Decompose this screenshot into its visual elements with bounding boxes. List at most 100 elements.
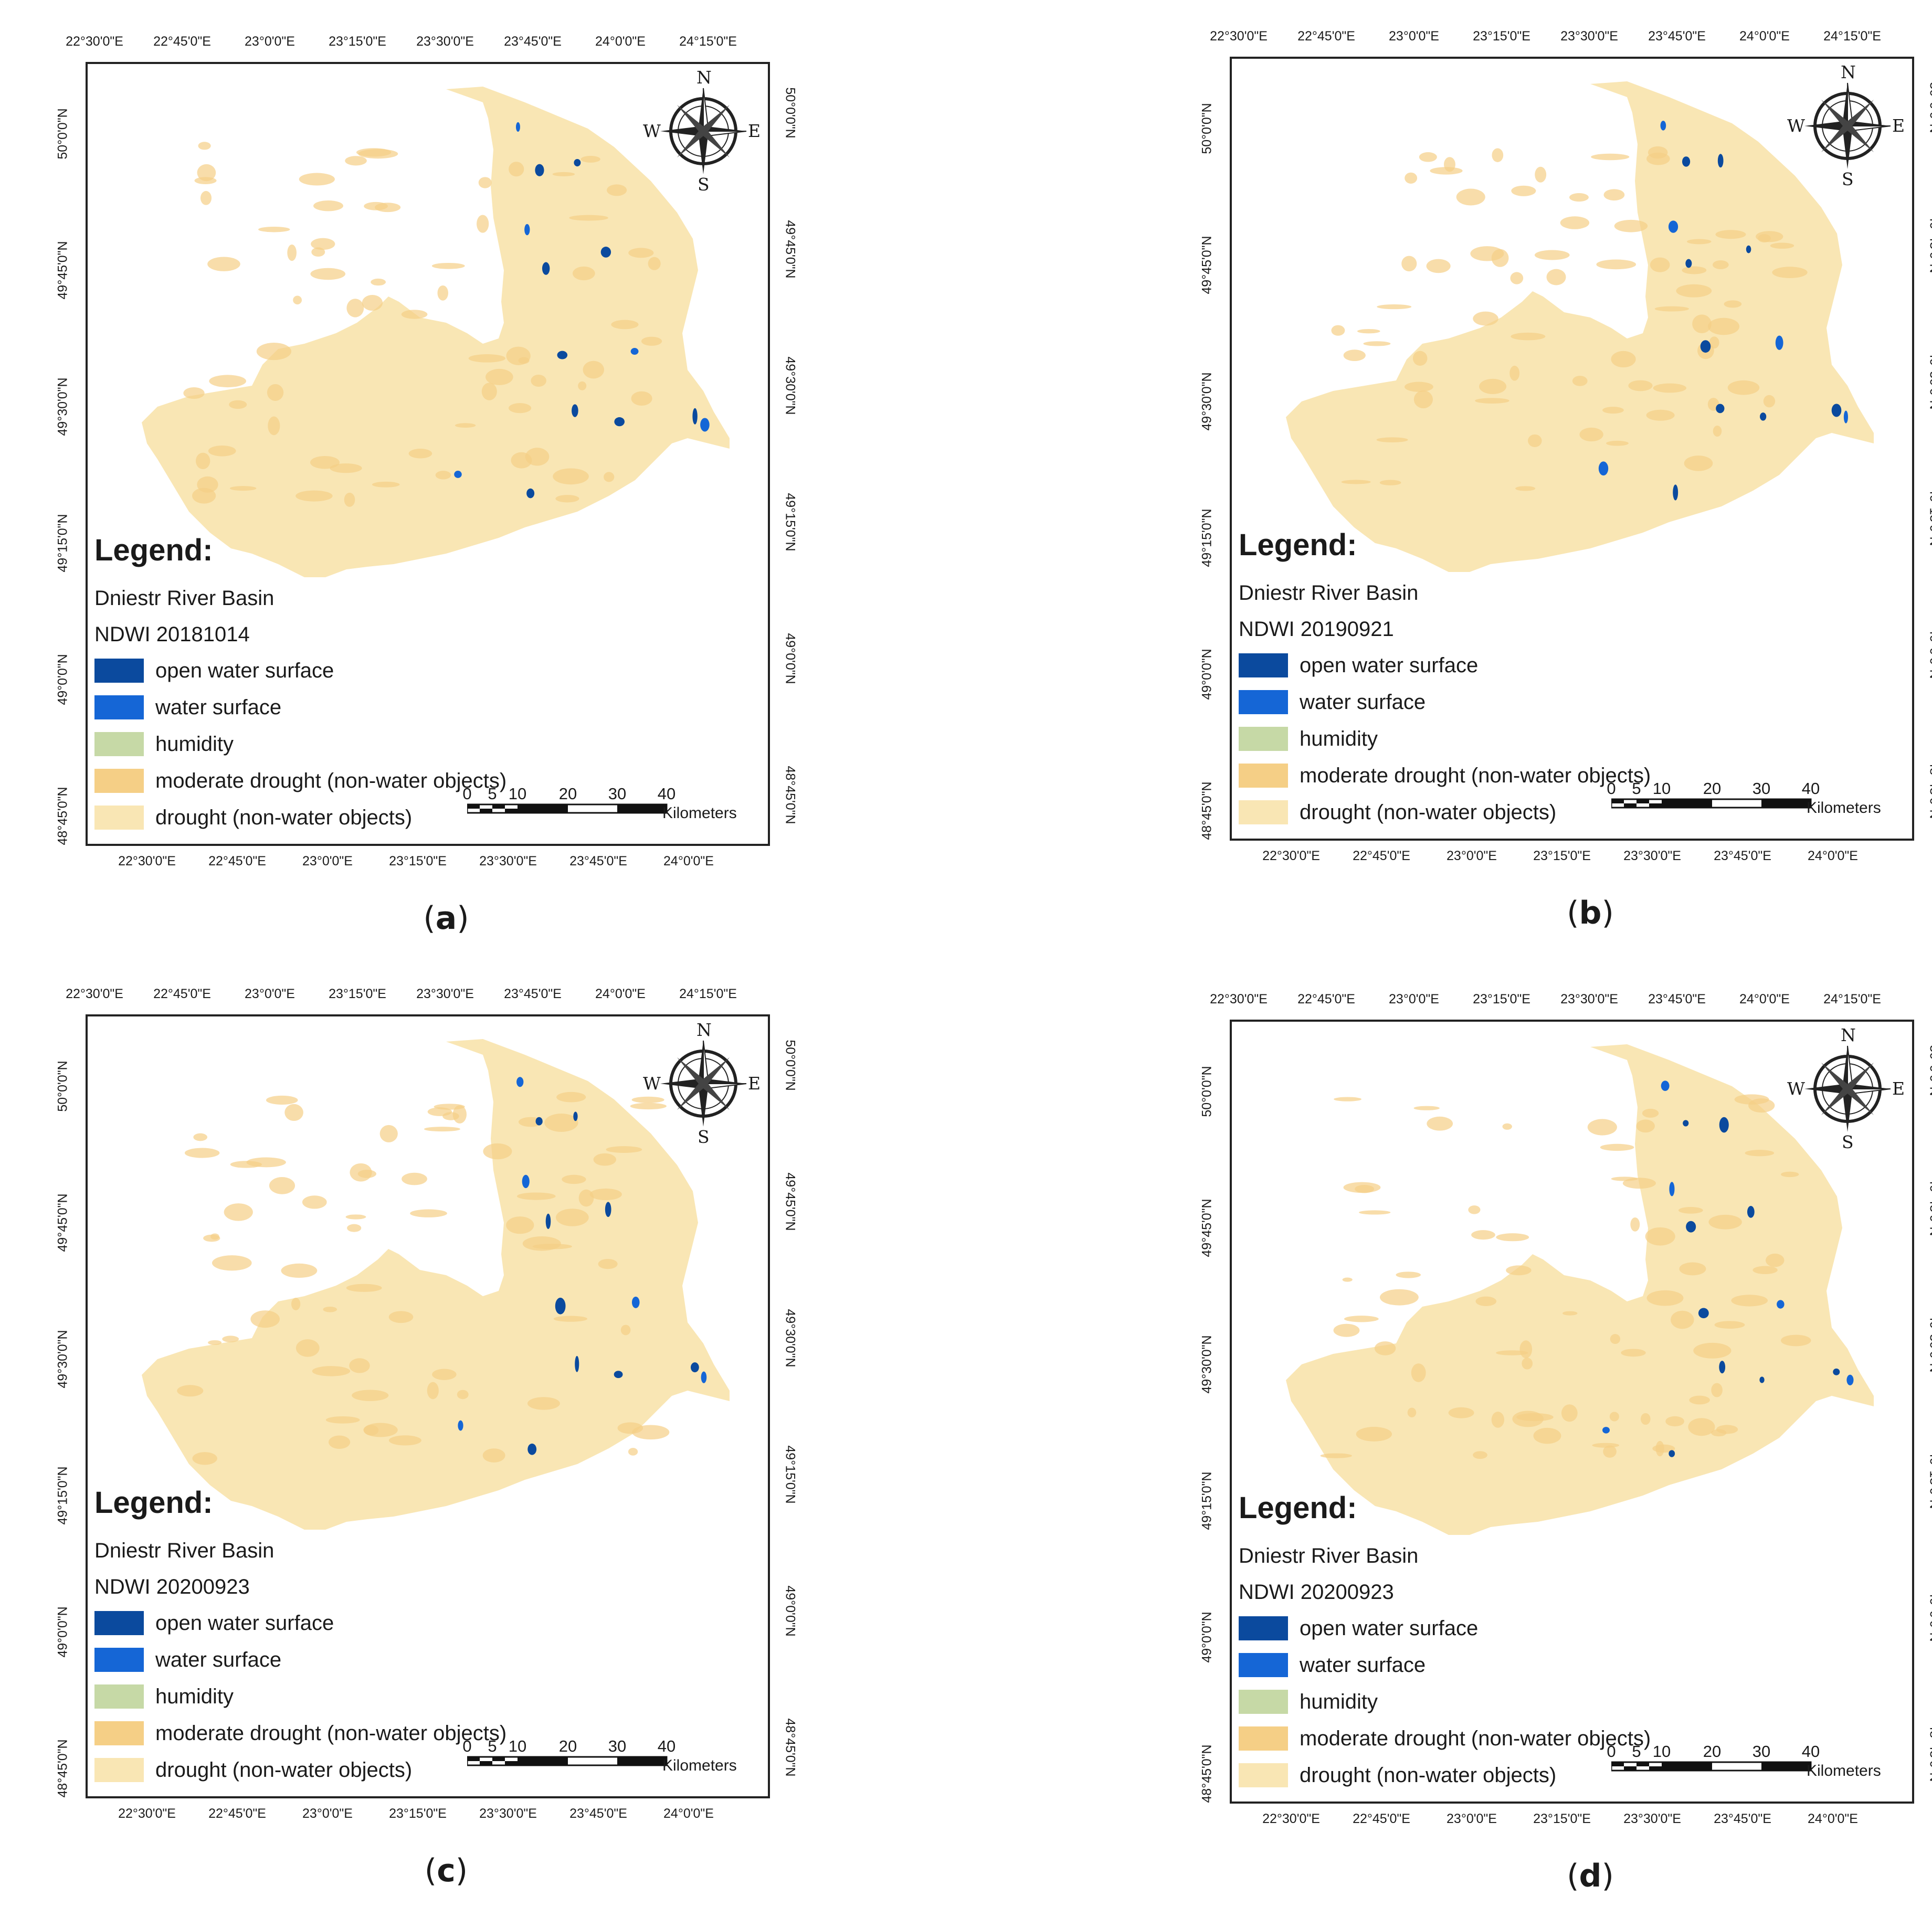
water-body [1777, 1300, 1784, 1308]
legend-basin-name: Dniestr River Basin [1239, 1544, 1651, 1568]
scale-tick-label: 0 [462, 1737, 471, 1756]
moderate-drought-patch [1380, 1289, 1419, 1306]
compass-w-label: W [1787, 115, 1805, 136]
longitude-tick-label: 23°15'0"E [389, 854, 447, 869]
moderate-drought-patch [1772, 267, 1807, 278]
moderate-drought-patch [1588, 1119, 1617, 1135]
compass-n-label: N [696, 67, 712, 88]
water-body [1669, 1182, 1674, 1196]
latitude-tick-label: 49°45'0"N [1200, 236, 1215, 294]
legend-item-label: open water surface [1300, 1617, 1478, 1640]
moderate-drought-patch [1655, 306, 1689, 312]
moderate-drought-patch [344, 493, 355, 507]
compass-rose-icon: N S W E [1798, 1031, 1897, 1147]
latitude-tick-label: 49°15'0"N [1927, 488, 1932, 546]
legend-title: Legend: [94, 533, 506, 568]
moderate-drought-patch [1715, 1321, 1745, 1329]
latitude-tick-label: 50°0'0"N [56, 108, 71, 159]
longitude-tick-label: 24°0'0"E [1808, 1811, 1858, 1827]
moderate-drought-patch [1711, 1383, 1723, 1397]
water-body [516, 1077, 523, 1087]
moderate-drought-patch [402, 1173, 427, 1185]
compass-n-label: N [696, 1020, 712, 1040]
latitude-tick-label: 49°0'0"N [1927, 628, 1932, 679]
moderate-drought-patch [556, 1209, 589, 1226]
longitude-tick-label: 24°0'0"E [595, 987, 646, 1002]
latitude-tick-label: 50°0'0"N [783, 1040, 798, 1090]
moderate-drought-patch [1687, 239, 1712, 244]
water-body [1746, 246, 1751, 253]
legend-item-label: water surface [1300, 691, 1426, 714]
water-body [1685, 259, 1692, 268]
legend-item: moderate drought (non-water objects) [1239, 1726, 1651, 1751]
moderate-drought-patch [1745, 1150, 1774, 1156]
moderate-drought-patch [1511, 272, 1524, 284]
moderate-drought-patch [1511, 333, 1545, 341]
longitude-tick-label: 24°15'0"E [679, 34, 737, 49]
compass-w-label: W [643, 1073, 661, 1094]
moderate-drought-patch [1331, 325, 1345, 336]
moderate-drought-patch [578, 382, 586, 390]
longitude-tick-label: 22°30'0"E [1210, 29, 1268, 44]
moderate-drought-patch [310, 268, 345, 280]
moderate-drought-patch [1653, 384, 1686, 393]
latitude-tick-label: 49°45'0"N [1927, 1178, 1932, 1236]
legend-ndwi-date: NDWI 20190921 [1239, 618, 1651, 641]
water-body [1844, 410, 1848, 423]
legend-swatch [1239, 1726, 1288, 1751]
legend-swatch [1239, 764, 1288, 788]
longitude-tick-label: 22°30'0"E [66, 987, 123, 1002]
scale-tick-label: 10 [509, 1737, 526, 1756]
moderate-drought-patch [1414, 1106, 1440, 1110]
moderate-drought-patch [311, 238, 335, 250]
legend-item-label: water surface [155, 696, 281, 719]
water-body [557, 351, 568, 359]
water-body [1832, 404, 1842, 417]
scale-tick-label: 0 [1607, 779, 1616, 798]
moderate-drought-patch [1708, 1215, 1741, 1230]
legend-item-label: open water surface [155, 1612, 334, 1635]
moderate-drought-patch [1411, 1363, 1426, 1382]
moderate-drought-patch [1603, 189, 1624, 200]
moderate-drought-patch [362, 295, 383, 311]
legend-item-label: moderate drought (non-water objects) [1300, 1727, 1651, 1751]
moderate-drought-patch [1596, 260, 1636, 270]
moderate-drought-patch [632, 1425, 669, 1439]
moderate-drought-patch [1506, 1265, 1531, 1275]
longitude-tick-label: 23°30'0"E [1623, 849, 1681, 864]
moderate-drought-patch [1359, 1210, 1390, 1214]
scale-unit-label: Kilometers [662, 1757, 737, 1775]
legend-item: humidity [94, 1684, 506, 1709]
moderate-drought-patch [352, 1390, 388, 1401]
longitude-tick-label: 23°15'0"E [1473, 29, 1530, 44]
moderate-drought-patch [1414, 390, 1433, 408]
water-body [1701, 340, 1711, 353]
scale-tick-label: 5 [1632, 1742, 1641, 1761]
moderate-drought-patch [269, 1177, 295, 1194]
water-body [1833, 1369, 1840, 1375]
latitude-tick-label: 49°45'0"N [56, 1193, 71, 1252]
scale-unit-label: Kilometers [1807, 799, 1881, 817]
moderate-drought-patch [648, 257, 661, 270]
longitude-tick-label: 23°30'0"E [479, 854, 537, 869]
legend-swatch [1239, 1616, 1288, 1640]
moderate-drought-patch [1419, 152, 1437, 162]
moderate-drought-patch [1405, 173, 1417, 184]
moderate-drought-patch [1591, 154, 1629, 160]
moderate-drought-patch [555, 495, 579, 502]
moderate-drought-patch [544, 1114, 578, 1132]
water-body [614, 1371, 623, 1378]
legend-swatch [1239, 1653, 1288, 1677]
water-body [572, 404, 578, 417]
legend-item: open water surface [1239, 653, 1651, 678]
latitude-tick-label: 49°45'0"N [783, 220, 798, 278]
latitude-tick-label: 49°15'0"N [56, 514, 71, 572]
water-body [1661, 121, 1666, 131]
moderate-drought-patch [281, 1264, 317, 1278]
moderate-drought-patch [1764, 395, 1775, 408]
legend-swatch [1239, 653, 1288, 677]
moderate-drought-patch [641, 337, 662, 346]
legend-item: open water surface [94, 658, 506, 683]
longitude-tick-label: 23°45'0"E [504, 34, 562, 49]
moderate-drought-patch [1375, 1341, 1396, 1355]
